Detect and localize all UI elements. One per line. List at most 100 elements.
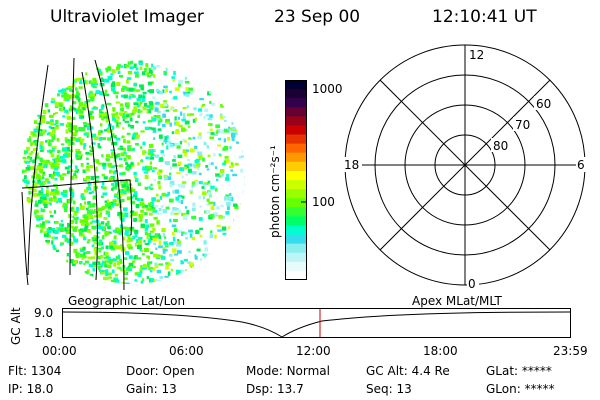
intensity-pixel bbox=[120, 87, 125, 92]
intensity-pixel bbox=[128, 145, 132, 148]
colorbar-swatch bbox=[285, 189, 307, 199]
intensity-pixel bbox=[191, 171, 197, 175]
intensity-pixel bbox=[242, 149, 245, 153]
intensity-pixel bbox=[182, 149, 188, 154]
colorbar-swatch bbox=[285, 125, 307, 136]
intensity-pixel bbox=[97, 255, 101, 260]
intensity-pixel bbox=[150, 205, 156, 210]
intensity-pixel bbox=[45, 178, 49, 182]
intensity-pixel bbox=[171, 232, 175, 236]
intensity-pixel bbox=[192, 184, 196, 187]
intensity-pixel bbox=[40, 118, 45, 124]
status-glat: GLat: ***** bbox=[486, 364, 552, 378]
intensity-pixel bbox=[46, 201, 52, 205]
colorbar-swatch bbox=[285, 234, 307, 245]
intensity-pixel bbox=[142, 278, 145, 282]
intensity-pixel bbox=[68, 108, 73, 112]
colorbar-swatch bbox=[285, 170, 307, 181]
intensity-pixel bbox=[155, 64, 160, 68]
intensity-pixel bbox=[143, 102, 148, 107]
intensity-pixel bbox=[195, 181, 199, 185]
intensity-pixel bbox=[53, 167, 59, 171]
timeline-x-tick: 12:00 bbox=[296, 344, 331, 358]
intensity-pixel bbox=[216, 206, 221, 210]
intensity-pixel bbox=[184, 164, 189, 169]
intensity-pixel bbox=[93, 242, 98, 245]
intensity-pixel bbox=[142, 141, 146, 146]
intensity-pixel bbox=[59, 227, 64, 232]
intensity-pixel bbox=[158, 240, 162, 245]
intensity-pixel bbox=[58, 104, 63, 107]
intensity-pixel bbox=[48, 139, 54, 143]
intensity-pixel bbox=[51, 227, 56, 232]
timeline-y-axis-label: GC Alt bbox=[9, 307, 23, 345]
intensity-pixel bbox=[188, 262, 194, 267]
intensity-pixel bbox=[177, 239, 180, 242]
intensity-pixel bbox=[147, 261, 152, 265]
intensity-pixel bbox=[127, 124, 131, 127]
intensity-pixel bbox=[104, 277, 109, 281]
intensity-pixel bbox=[152, 128, 157, 133]
intensity-pixel bbox=[156, 269, 162, 274]
intensity-pixel bbox=[66, 259, 69, 263]
intensity-pixel bbox=[169, 253, 173, 257]
intensity-pixel bbox=[104, 260, 110, 263]
intensity-pixel bbox=[139, 270, 143, 274]
intensity-pixel bbox=[73, 217, 78, 220]
intensity-pixel bbox=[183, 215, 188, 220]
intensity-pixel bbox=[180, 111, 183, 116]
intensity-pixel bbox=[52, 244, 56, 249]
intensity-pixel bbox=[70, 140, 73, 143]
intensity-pixel bbox=[112, 186, 118, 190]
intensity-pixel bbox=[71, 226, 75, 229]
intensity-pixel bbox=[140, 130, 145, 133]
intensity-pixel bbox=[127, 145, 131, 149]
intensity-pixel bbox=[79, 138, 85, 142]
intensity-pixel bbox=[37, 114, 41, 117]
intensity-pixel bbox=[46, 121, 51, 124]
intensity-pixel bbox=[46, 234, 51, 238]
intensity-pixel bbox=[123, 157, 127, 162]
intensity-pixel bbox=[27, 161, 31, 164]
intensity-pixel bbox=[137, 182, 141, 186]
intensity-pixel bbox=[160, 104, 166, 109]
intensity-pixel bbox=[126, 77, 132, 80]
intensity-pixel bbox=[49, 214, 54, 218]
intensity-pixel bbox=[79, 261, 82, 265]
intensity-pixel bbox=[34, 209, 39, 214]
intensity-pixel bbox=[55, 124, 59, 128]
intensity-pixel bbox=[162, 233, 166, 237]
intensity-pixel bbox=[90, 221, 93, 225]
intensity-pixel bbox=[147, 81, 152, 86]
intensity-pixel bbox=[232, 126, 237, 131]
intensity-pixel bbox=[126, 79, 129, 84]
intensity-pixel bbox=[208, 162, 212, 166]
intensity-pixel bbox=[131, 212, 136, 216]
intensity-pixel bbox=[148, 203, 151, 207]
intensity-pixel bbox=[153, 205, 159, 208]
status-door: Door: Open bbox=[126, 364, 195, 378]
intensity-pixel bbox=[205, 114, 211, 117]
intensity-pixel bbox=[142, 166, 148, 171]
intensity-pixel bbox=[72, 235, 76, 239]
intensity-pixel bbox=[125, 116, 128, 119]
intensity-pixel bbox=[155, 279, 160, 284]
intensity-pixel bbox=[131, 265, 136, 269]
timeline-x-tick: 18:00 bbox=[423, 344, 458, 358]
intensity-pixel bbox=[225, 194, 230, 197]
intensity-pixel bbox=[109, 156, 113, 159]
intensity-pixel bbox=[42, 173, 46, 176]
intensity-pixel bbox=[126, 164, 132, 169]
intensity-pixel bbox=[129, 114, 132, 118]
intensity-pixel bbox=[184, 76, 188, 80]
intensity-pixel bbox=[150, 183, 153, 187]
intensity-pixel bbox=[216, 129, 221, 134]
intensity-pixel bbox=[115, 119, 119, 123]
intensity-pixel bbox=[93, 83, 99, 86]
colorbar-swatch bbox=[285, 261, 307, 272]
intensity-pixel bbox=[167, 141, 172, 144]
intensity-pixel bbox=[188, 250, 191, 253]
intensity-pixel bbox=[193, 145, 198, 150]
intensity-pixel bbox=[69, 219, 74, 225]
intensity-pixel bbox=[111, 187, 114, 191]
